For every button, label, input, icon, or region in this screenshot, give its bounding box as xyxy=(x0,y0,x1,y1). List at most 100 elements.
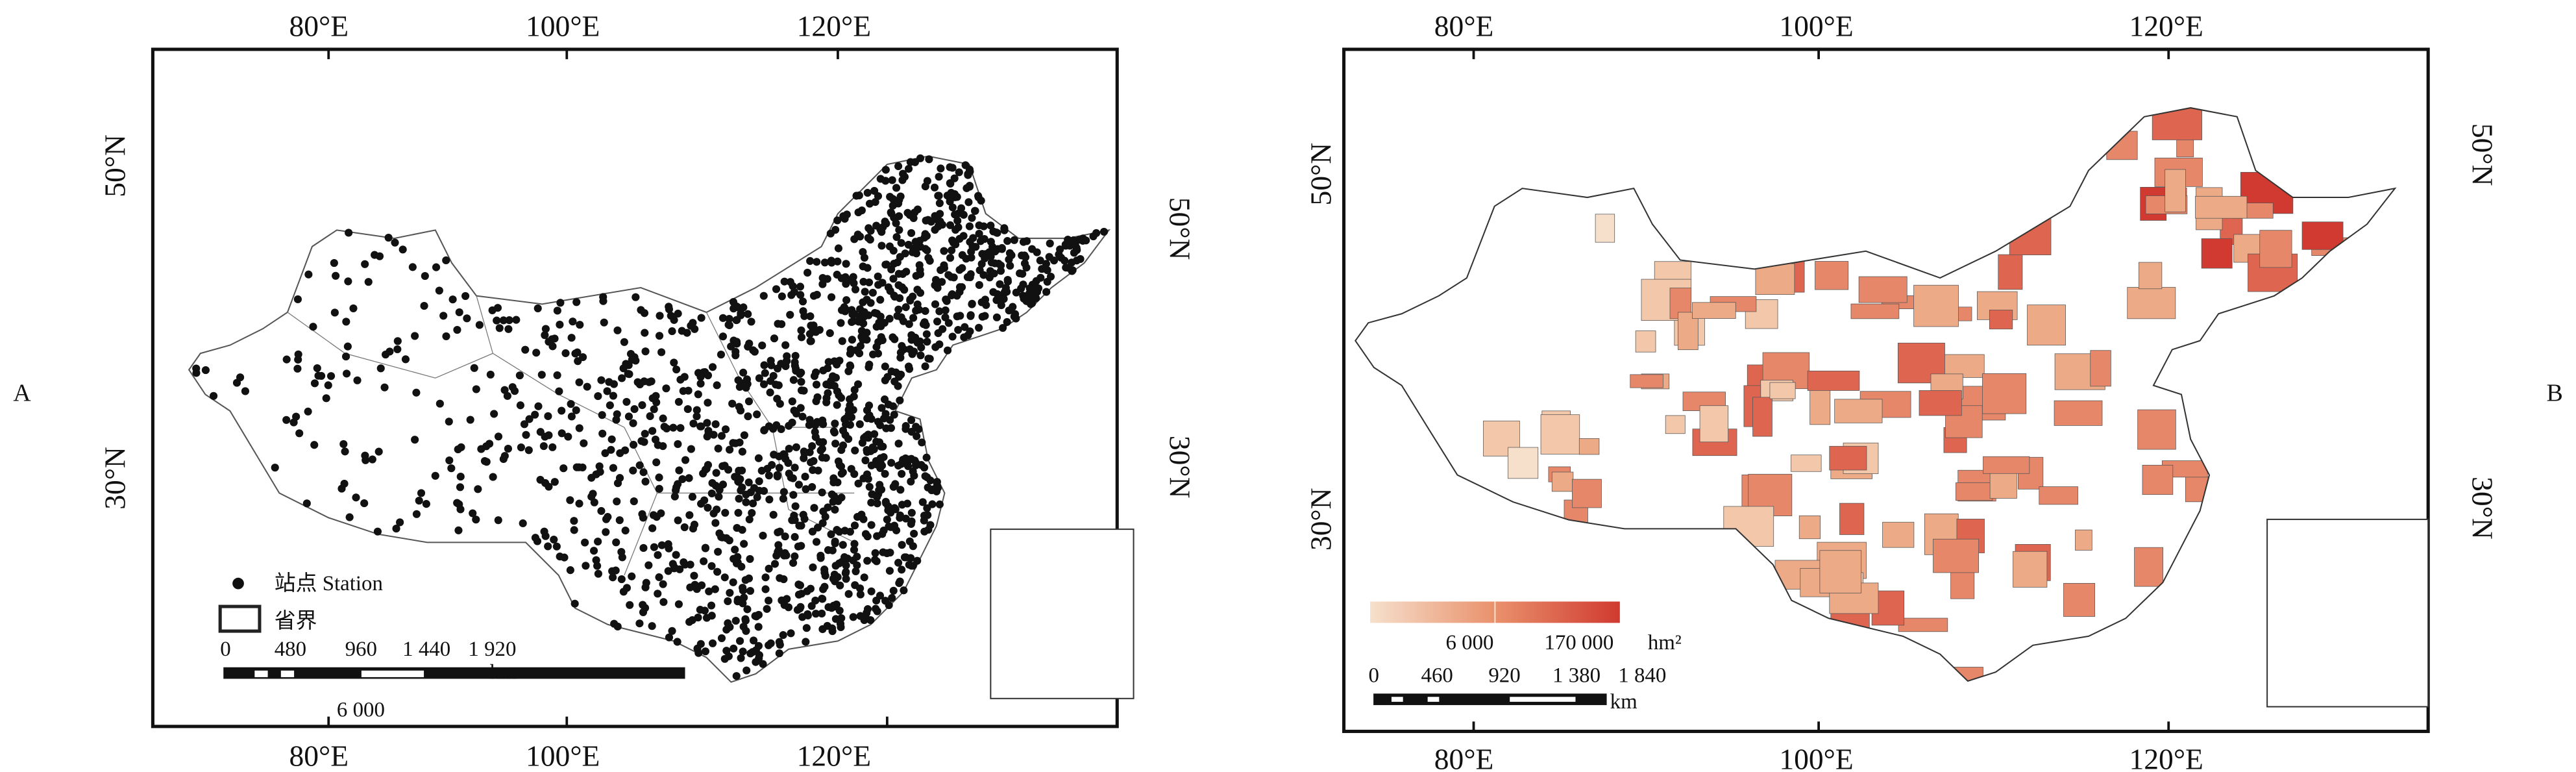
station-dot xyxy=(504,444,512,453)
station-dot xyxy=(975,323,983,332)
station-dot xyxy=(477,445,485,453)
station-dot xyxy=(872,456,880,466)
station-dot xyxy=(541,331,549,340)
station-dot xyxy=(889,201,897,210)
station-dot xyxy=(570,526,578,534)
station-dot xyxy=(988,243,997,251)
station-dot xyxy=(900,586,908,595)
station-dot xyxy=(824,364,832,373)
station-dot xyxy=(781,341,790,349)
station-dot xyxy=(685,474,693,482)
station-dot xyxy=(713,567,722,576)
station-dot xyxy=(842,561,850,569)
station-dot xyxy=(881,469,889,478)
station-dot xyxy=(1018,269,1027,278)
station-dot xyxy=(978,312,987,321)
station-dot xyxy=(892,184,901,192)
station-dot xyxy=(703,419,711,427)
station-dot xyxy=(791,351,800,360)
station-dot xyxy=(735,438,744,447)
station-dot xyxy=(836,619,845,628)
station-dot xyxy=(456,505,465,514)
station-dot xyxy=(569,318,577,326)
station-dot xyxy=(930,183,939,192)
station-dot xyxy=(851,446,859,454)
region-fill xyxy=(1572,479,1602,508)
station-dot xyxy=(374,447,383,456)
station-dot xyxy=(609,392,617,400)
station-dot xyxy=(909,212,917,220)
scale-tick: 1 840 xyxy=(1618,664,1666,688)
station-dot xyxy=(811,610,820,618)
region-fill xyxy=(2134,547,2164,587)
station-dot xyxy=(779,631,787,640)
station-dot xyxy=(877,333,885,342)
station-dot xyxy=(892,219,900,227)
station-dot xyxy=(933,318,942,326)
station-dot xyxy=(852,346,861,355)
region-fill xyxy=(1699,405,1729,443)
station-dot xyxy=(850,279,858,288)
station-dot xyxy=(641,329,649,337)
station-dot xyxy=(1072,256,1081,265)
station-dot xyxy=(567,412,576,421)
station-dot xyxy=(865,411,874,419)
station-dot xyxy=(1022,264,1031,272)
station-dot xyxy=(933,284,942,292)
province-boundary xyxy=(476,295,625,428)
station-dot xyxy=(948,164,957,172)
station-dot xyxy=(715,485,724,493)
station-dot xyxy=(600,318,608,327)
region-fill xyxy=(1839,503,1865,535)
station-dot xyxy=(890,292,899,301)
station-dot xyxy=(537,371,546,379)
station-dot xyxy=(818,280,827,288)
station-dot xyxy=(802,638,810,646)
station-dot xyxy=(933,484,942,492)
station-dot xyxy=(954,325,963,334)
station-dot xyxy=(884,283,892,292)
station-dot xyxy=(910,347,918,356)
region-fill xyxy=(1769,382,1796,399)
station-dot xyxy=(693,412,701,421)
station-dot xyxy=(761,585,770,593)
station-dot xyxy=(654,441,662,449)
station-dot xyxy=(783,352,791,360)
station-dot xyxy=(833,216,842,225)
station-dot xyxy=(877,462,887,470)
region-fill xyxy=(1578,438,1600,455)
station-dot xyxy=(935,173,943,181)
region-fill xyxy=(2075,529,2092,551)
station-dot xyxy=(948,203,957,212)
station-dot xyxy=(921,306,929,316)
station-dot xyxy=(846,421,854,429)
station-dot xyxy=(572,298,581,306)
station-dot xyxy=(809,292,818,300)
station-dot xyxy=(1020,251,1029,260)
station-dot xyxy=(910,529,918,538)
station-dot xyxy=(916,266,924,274)
station-dot xyxy=(737,309,745,318)
station-dot xyxy=(772,380,780,389)
region-fill xyxy=(1755,263,1795,295)
station-dot xyxy=(609,464,617,472)
station-dot xyxy=(324,381,332,390)
station-dot xyxy=(921,362,929,371)
station-dot xyxy=(765,495,774,504)
station-dot xyxy=(863,532,872,541)
station-dot xyxy=(792,409,800,417)
station-dot xyxy=(799,307,807,316)
station-dot xyxy=(745,515,754,523)
station-dot xyxy=(850,540,859,548)
station-dot xyxy=(918,498,927,506)
station-dot xyxy=(314,371,323,380)
station-dot xyxy=(837,393,846,402)
station-dot xyxy=(898,541,906,549)
station-dot xyxy=(579,353,587,362)
station-dot xyxy=(763,604,771,613)
lon-tick-label: 80°E xyxy=(1434,10,1494,43)
station-dot xyxy=(828,546,837,554)
station-dot xyxy=(738,526,746,534)
station-dot xyxy=(349,304,358,312)
station-dot xyxy=(1082,236,1090,245)
